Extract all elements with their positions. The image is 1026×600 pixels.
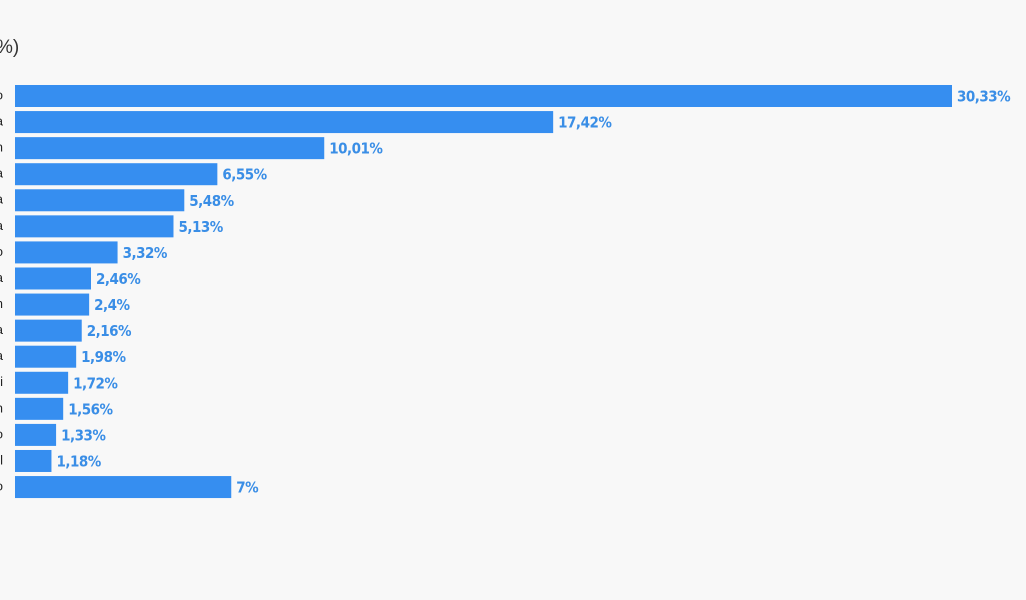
category-label: a bbox=[0, 322, 4, 337]
value-label: 7% bbox=[236, 479, 259, 497]
category-label: o bbox=[0, 244, 3, 259]
value-label: 1,18% bbox=[56, 452, 101, 470]
bar bbox=[15, 319, 82, 342]
category-label: l bbox=[0, 452, 3, 467]
category-label: a bbox=[0, 348, 4, 363]
value-label: 1,98% bbox=[81, 348, 126, 366]
bar bbox=[15, 137, 325, 160]
category-label: a bbox=[0, 192, 4, 207]
bar bbox=[15, 476, 232, 499]
value-label: 30,33% bbox=[957, 88, 1011, 106]
category-label: o bbox=[0, 478, 3, 493]
bar bbox=[15, 423, 57, 446]
value-label: 2,16% bbox=[87, 322, 132, 340]
bar bbox=[15, 267, 91, 290]
bar bbox=[15, 293, 90, 316]
value-label: 3,32% bbox=[123, 244, 168, 262]
value-label: 2,46% bbox=[96, 270, 141, 288]
bar bbox=[15, 189, 185, 212]
chart-title: %) bbox=[0, 37, 19, 58]
value-label: 1,33% bbox=[61, 426, 106, 444]
category-label: o bbox=[0, 87, 3, 102]
category-label: i bbox=[0, 374, 3, 389]
bar bbox=[15, 111, 554, 134]
bar bbox=[15, 345, 77, 368]
bar bbox=[15, 85, 952, 107]
value-label: 5,13% bbox=[178, 218, 223, 236]
category-label: o bbox=[0, 426, 3, 441]
bar bbox=[15, 241, 118, 264]
value-label: 17,42% bbox=[558, 114, 612, 132]
category-label: a bbox=[0, 166, 4, 181]
bar bbox=[15, 215, 174, 238]
bar bbox=[15, 163, 218, 186]
category-label: n bbox=[0, 140, 3, 155]
value-label: 10,01% bbox=[329, 140, 383, 158]
category-label: a bbox=[0, 270, 4, 285]
value-label: 5,48% bbox=[189, 192, 234, 210]
category-label: n bbox=[0, 296, 3, 311]
bar bbox=[15, 397, 64, 420]
category-label: n bbox=[0, 400, 3, 415]
bar bbox=[15, 449, 52, 472]
category-label: a bbox=[0, 114, 4, 129]
value-label: 1,72% bbox=[73, 374, 118, 392]
category-label: a bbox=[0, 218, 4, 233]
value-label: 1,56% bbox=[68, 400, 113, 418]
bar bbox=[15, 371, 69, 394]
value-label: 2,4% bbox=[94, 296, 130, 314]
value-label: 6,55% bbox=[222, 166, 267, 184]
